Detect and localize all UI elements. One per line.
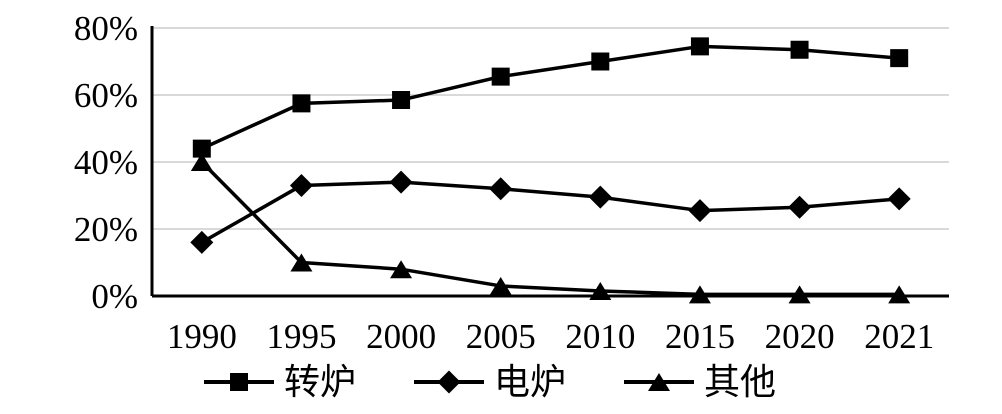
- square-legend-marker-icon: [204, 373, 274, 391]
- y-axis-tick-label: 0%: [91, 277, 138, 316]
- diamond-marker-icon: [887, 187, 911, 211]
- diamond-marker-icon: [389, 170, 413, 194]
- square-marker-icon: [392, 91, 411, 110]
- series-line-2-triangle: [200, 160, 901, 297]
- chart-canvas: 0% 20% 40% 60% 80% 1990 1995 2000 2005 2010 2015 20…: [74, 9, 949, 356]
- triangle-marker-icon: [390, 260, 413, 279]
- series-line-1-diamond: [200, 180, 901, 245]
- diamond-marker-icon: [688, 199, 712, 223]
- x-axis-tick-label: 2005: [466, 317, 536, 356]
- square-marker-icon: [890, 49, 909, 68]
- diamond-marker-icon: [289, 173, 313, 197]
- x-axis-tick-label: 2015: [665, 317, 735, 356]
- legend-label: 其他: [704, 362, 777, 402]
- legend-item-0: 转炉: [204, 364, 356, 400]
- square-marker-icon: [591, 52, 610, 71]
- legend-label: 转炉: [284, 362, 357, 402]
- square-marker-icon: [192, 139, 211, 158]
- y-axis-tick-label: 20%: [74, 210, 138, 249]
- x-axis-tick-label: 2021: [864, 317, 934, 356]
- diamond-marker-icon: [190, 230, 214, 254]
- diamond-marker-icon: [588, 185, 612, 209]
- diamond-legend-marker-icon: [414, 370, 485, 394]
- triangle-marker-icon: [589, 281, 612, 300]
- chart-legend: 转炉 电炉 其他: [204, 358, 776, 406]
- diamond-marker-icon: [788, 195, 812, 219]
- square-marker-icon: [292, 94, 311, 113]
- x-axis-tick-label: 2000: [366, 317, 436, 356]
- triangle-legend-marker-icon: [624, 373, 695, 391]
- triangle-marker-icon: [489, 276, 512, 295]
- series-line-0-square: [200, 44, 901, 151]
- triangle-marker-icon: [888, 285, 911, 304]
- triangle-marker-icon: [688, 285, 711, 304]
- x-axis-tick-label: 2010: [565, 317, 635, 356]
- square-marker-icon: [491, 67, 510, 86]
- legend-item-1: 电炉: [414, 364, 566, 400]
- diamond-marker-icon: [489, 177, 513, 201]
- triangle-marker-icon: [190, 153, 213, 171]
- square-marker-icon: [790, 40, 809, 59]
- legend-label: 电炉: [494, 362, 567, 402]
- square-marker-icon: [690, 37, 709, 56]
- triangle-marker-icon: [788, 285, 811, 304]
- legend-item-2: 其他: [624, 364, 776, 400]
- x-axis-tick-label: 1995: [266, 317, 336, 356]
- y-axis-tick-label: 80%: [74, 9, 138, 48]
- y-axis-tick-label: 60%: [74, 76, 138, 115]
- y-axis-tick-label: 40%: [74, 143, 138, 182]
- x-axis-tick-label: 1990: [167, 317, 237, 356]
- x-axis-tick-label: 2020: [765, 317, 835, 356]
- triangle-marker-icon: [290, 253, 313, 272]
